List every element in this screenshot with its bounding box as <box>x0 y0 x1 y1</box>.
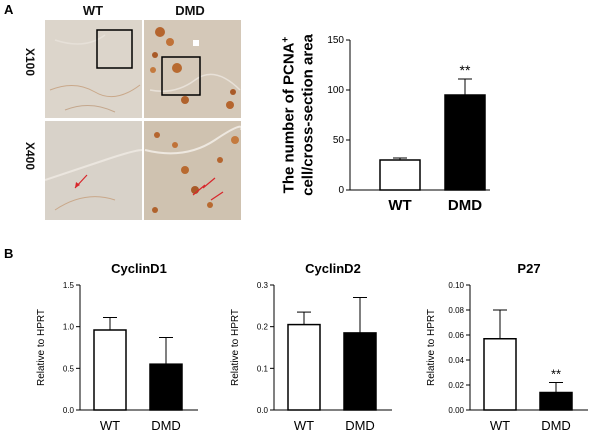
chart-cyclind2: CyclinD2 Relative to HPRT 0.0 0.1 0.2 0.3 WT DM… <box>230 261 392 433</box>
y-tick-label: 0.2 <box>257 323 269 332</box>
bar-dmd <box>149 363 183 411</box>
chart-cyclind1: CyclinD1 Relative to HPRT 0.0 0.5 1.0 1.5 WT DM… <box>36 261 198 433</box>
bar-wt <box>483 338 517 411</box>
y-tick-label: 0.1 <box>257 364 269 373</box>
x-tick-label: WT <box>100 418 120 433</box>
micrograph-wt-x400 <box>45 121 143 220</box>
micrograph-wt-x100 <box>45 20 142 118</box>
y-axis-label-sup: + <box>281 37 292 43</box>
y-tick-label: 50 <box>333 135 345 146</box>
y-tick-label: 0.04 <box>448 356 464 365</box>
y-axis-label-line1: The number of PCNA <box>281 42 298 193</box>
y-tick-label: 0.02 <box>448 381 464 390</box>
y-tick-label: 0 <box>338 185 344 196</box>
chart-pcna: The number of PCNA+ cell/cross-section ar… <box>281 33 490 214</box>
col-label-dmd: DMD <box>175 3 205 18</box>
y-tick-label: 0.00 <box>448 406 464 415</box>
x-tick-label: DMD <box>345 418 375 433</box>
y-tick-label: 1.5 <box>63 281 75 290</box>
panel-b-letter: B <box>4 246 14 261</box>
chart-title: CyclinD2 <box>305 261 361 276</box>
zoom-box-wt <box>96 29 133 69</box>
bar-dmd <box>539 391 573 411</box>
chart-title: CyclinD1 <box>111 261 167 276</box>
bar-wt <box>287 323 321 411</box>
micrograph-dmd-x400 <box>144 121 241 220</box>
significance-label: ** <box>551 367 561 382</box>
panel-a-letter: A <box>4 2 14 17</box>
chart-title: P27 <box>517 261 540 276</box>
y-tick-label: 0.0 <box>63 406 75 415</box>
x-tick-label: WT <box>490 418 510 433</box>
micrograph-dmd-x100 <box>144 20 241 118</box>
x-tick-label: WT <box>388 197 411 214</box>
y-tick-label: 0.3 <box>257 281 269 290</box>
y-axis-label: Relative to HPRT <box>230 309 241 386</box>
micrograph-grid <box>45 20 241 220</box>
y-axis-label: Relative to HPRT <box>426 309 437 386</box>
y-tick-label: 150 <box>327 35 344 46</box>
row-label-x100: X100 <box>23 48 37 77</box>
bar-dmd <box>444 94 486 191</box>
y-axis-label: The number of PCNA+ cell/cross-section ar… <box>281 33 317 195</box>
x-tick-label: DMD <box>151 418 181 433</box>
y-tick-label: 100 <box>327 85 344 96</box>
zoom-box-dmd <box>161 56 201 96</box>
y-tick-label: 0.5 <box>63 364 75 373</box>
x-tick-label: DMD <box>541 418 571 433</box>
y-tick-label: 0.0 <box>257 406 269 415</box>
y-tick-label: 0.08 <box>448 306 464 315</box>
significance-label: ** <box>460 62 471 78</box>
x-tick-label: WT <box>294 418 314 433</box>
y-tick-label: 0.10 <box>448 281 464 290</box>
x-tick-label: DMD <box>448 197 482 214</box>
bar-wt <box>379 159 421 191</box>
col-label-wt: WT <box>82 3 104 18</box>
row-label-x400: X400 <box>23 142 37 171</box>
bar-dmd <box>343 332 377 411</box>
y-tick-label: 0.06 <box>448 331 464 340</box>
chart-p27: P27 Relative to HPRT 0.00 0.02 0.04 0.06 0.08 0… <box>426 261 588 433</box>
y-axis-label-line2: cell/cross-section area <box>300 33 317 195</box>
bar-wt <box>93 329 127 411</box>
y-tick-label: 1.0 <box>63 323 75 332</box>
y-axis-label: Relative to HPRT <box>36 309 47 386</box>
